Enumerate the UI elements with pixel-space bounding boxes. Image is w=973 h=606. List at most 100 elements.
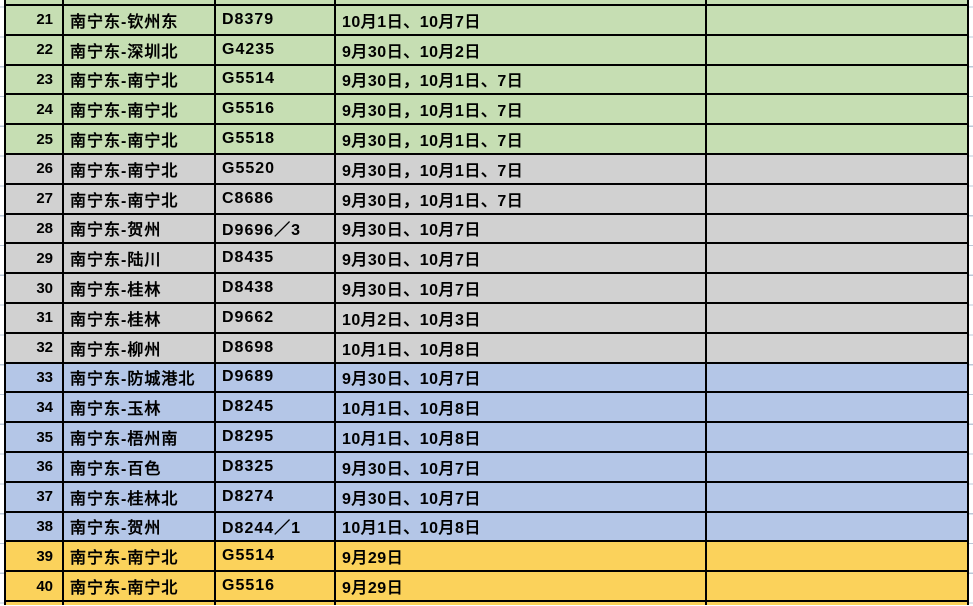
dates-cell[interactable]: 9月29日 <box>334 540 707 573</box>
row-number-cell[interactable]: 21 <box>4 4 64 36</box>
empty-cell[interactable] <box>705 331 969 364</box>
train-no-cell[interactable]: G4235 <box>214 33 336 66</box>
partial-cell[interactable] <box>62 0 216 6</box>
row-number-cell[interactable]: 26 <box>4 152 64 185</box>
row-number-cell[interactable]: 28 <box>4 212 64 245</box>
partial-cell[interactable] <box>214 599 336 605</box>
empty-cell[interactable] <box>705 63 969 96</box>
row-number-cell[interactable]: 22 <box>4 33 64 66</box>
empty-cell[interactable] <box>705 480 969 513</box>
row-number-cell[interactable]: 33 <box>4 361 64 394</box>
route-cell[interactable]: 南宁东-南宁北 <box>62 93 216 126</box>
route-cell[interactable]: 南宁东-深圳北 <box>62 33 216 66</box>
empty-cell[interactable] <box>705 93 969 126</box>
dates-cell[interactable]: 9月30日，10月1日、7日 <box>334 93 707 126</box>
route-cell[interactable]: 南宁东-桂林 <box>62 301 216 334</box>
empty-cell[interactable] <box>705 450 969 483</box>
row-number-cell[interactable]: 23 <box>4 63 64 96</box>
empty-cell[interactable] <box>705 421 969 453</box>
empty-cell[interactable] <box>705 272 969 304</box>
row-number-cell[interactable]: 32 <box>4 331 64 364</box>
empty-cell[interactable] <box>705 570 969 602</box>
empty-cell[interactable] <box>705 4 969 36</box>
dates-cell[interactable]: 10月2日、10月3日 <box>334 301 707 334</box>
empty-cell[interactable] <box>705 361 969 394</box>
train-no-cell[interactable]: G5520 <box>214 152 336 185</box>
empty-cell[interactable] <box>705 123 969 155</box>
partial-cell[interactable] <box>705 0 969 6</box>
row-number-cell[interactable]: 34 <box>4 391 64 424</box>
dates-cell[interactable]: 9月30日，10月1日、7日 <box>334 152 707 185</box>
train-no-cell[interactable]: G5516 <box>214 570 336 602</box>
dates-cell[interactable]: 10月1日、10月8日 <box>334 331 707 364</box>
train-no-cell[interactable]: C8686 <box>214 182 336 215</box>
row-number-cell[interactable]: 38 <box>4 510 64 543</box>
train-no-cell[interactable]: D8244／1 <box>214 510 336 543</box>
route-cell[interactable]: 南宁东-桂林北 <box>62 480 216 513</box>
dates-cell[interactable]: 10月1日、10月8日 <box>334 391 707 424</box>
route-cell[interactable]: 南宁东-南宁北 <box>62 123 216 155</box>
route-cell[interactable]: 南宁东-南宁北 <box>62 570 216 602</box>
route-cell[interactable]: 南宁东-贺州 <box>62 510 216 543</box>
route-cell[interactable]: 南宁东-南宁北 <box>62 182 216 215</box>
row-number-cell[interactable]: 29 <box>4 242 64 275</box>
train-no-cell[interactable]: D8435 <box>214 242 336 275</box>
empty-cell[interactable] <box>705 182 969 215</box>
dates-cell[interactable]: 9月30日、10月7日 <box>334 450 707 483</box>
route-cell[interactable]: 南宁东-桂林 <box>62 272 216 304</box>
row-number-cell[interactable]: 31 <box>4 301 64 334</box>
row-number-cell[interactable]: 39 <box>4 540 64 573</box>
row-number-cell[interactable]: 24 <box>4 93 64 126</box>
train-no-cell[interactable]: G5516 <box>214 93 336 126</box>
train-no-cell[interactable]: D8698 <box>214 331 336 364</box>
partial-cell[interactable] <box>334 0 707 6</box>
route-cell[interactable]: 南宁东-梧州南 <box>62 421 216 453</box>
route-cell[interactable]: 南宁东-百色 <box>62 450 216 483</box>
empty-cell[interactable] <box>705 301 969 334</box>
route-cell[interactable]: 南宁东-柳州 <box>62 331 216 364</box>
partial-cell[interactable] <box>705 599 969 605</box>
route-cell[interactable]: 南宁东-贺州 <box>62 212 216 245</box>
train-no-cell[interactable]: G5514 <box>214 63 336 96</box>
empty-cell[interactable] <box>705 391 969 424</box>
dates-cell[interactable]: 10月1日、10月7日 <box>334 4 707 36</box>
row-number-cell[interactable]: 30 <box>4 272 64 304</box>
route-cell[interactable]: 南宁东-玉林 <box>62 391 216 424</box>
dates-cell[interactable]: 9月30日、10月7日 <box>334 361 707 394</box>
train-no-cell[interactable]: D8295 <box>214 421 336 453</box>
row-number-cell[interactable]: 40 <box>4 570 64 602</box>
train-no-cell[interactable]: D8274 <box>214 480 336 513</box>
empty-cell[interactable] <box>705 33 969 66</box>
dates-cell[interactable]: 9月30日，10月1日、7日 <box>334 63 707 96</box>
row-number-cell[interactable]: 37 <box>4 480 64 513</box>
route-cell[interactable]: 南宁东-防城港北 <box>62 361 216 394</box>
route-cell[interactable]: 南宁东-南宁北 <box>62 152 216 185</box>
dates-cell[interactable]: 9月30日、10月7日 <box>334 242 707 275</box>
dates-cell[interactable]: 9月30日、10月2日 <box>334 33 707 66</box>
dates-cell[interactable]: 9月30日，10月1日、7日 <box>334 182 707 215</box>
row-number-cell[interactable]: 35 <box>4 421 64 453</box>
route-cell[interactable]: 南宁东-陆川 <box>62 242 216 275</box>
row-number-cell[interactable]: 25 <box>4 123 64 155</box>
partial-cell[interactable] <box>4 0 64 6</box>
route-cell[interactable]: 南宁东-钦州东 <box>62 4 216 36</box>
train-no-cell[interactable]: D8438 <box>214 272 336 304</box>
row-number-cell[interactable]: 36 <box>4 450 64 483</box>
train-no-cell[interactable]: D9662 <box>214 301 336 334</box>
empty-cell[interactable] <box>705 212 969 245</box>
empty-cell[interactable] <box>705 510 969 543</box>
train-no-cell[interactable]: G5518 <box>214 123 336 155</box>
dates-cell[interactable]: 9月30日、10月7日 <box>334 480 707 513</box>
partial-cell[interactable] <box>214 0 336 6</box>
dates-cell[interactable]: 9月29日 <box>334 570 707 602</box>
empty-cell[interactable] <box>705 540 969 573</box>
train-no-cell[interactable]: D8245 <box>214 391 336 424</box>
dates-cell[interactable]: 10月1日、10月8日 <box>334 421 707 453</box>
empty-cell[interactable] <box>705 152 969 185</box>
train-no-cell[interactable]: D8379 <box>214 4 336 36</box>
train-no-cell[interactable]: G5514 <box>214 540 336 573</box>
partial-cell[interactable] <box>62 599 216 605</box>
train-no-cell[interactable]: D8325 <box>214 450 336 483</box>
dates-cell[interactable]: 10月1日、10月8日 <box>334 510 707 543</box>
partial-cell[interactable] <box>334 599 707 605</box>
